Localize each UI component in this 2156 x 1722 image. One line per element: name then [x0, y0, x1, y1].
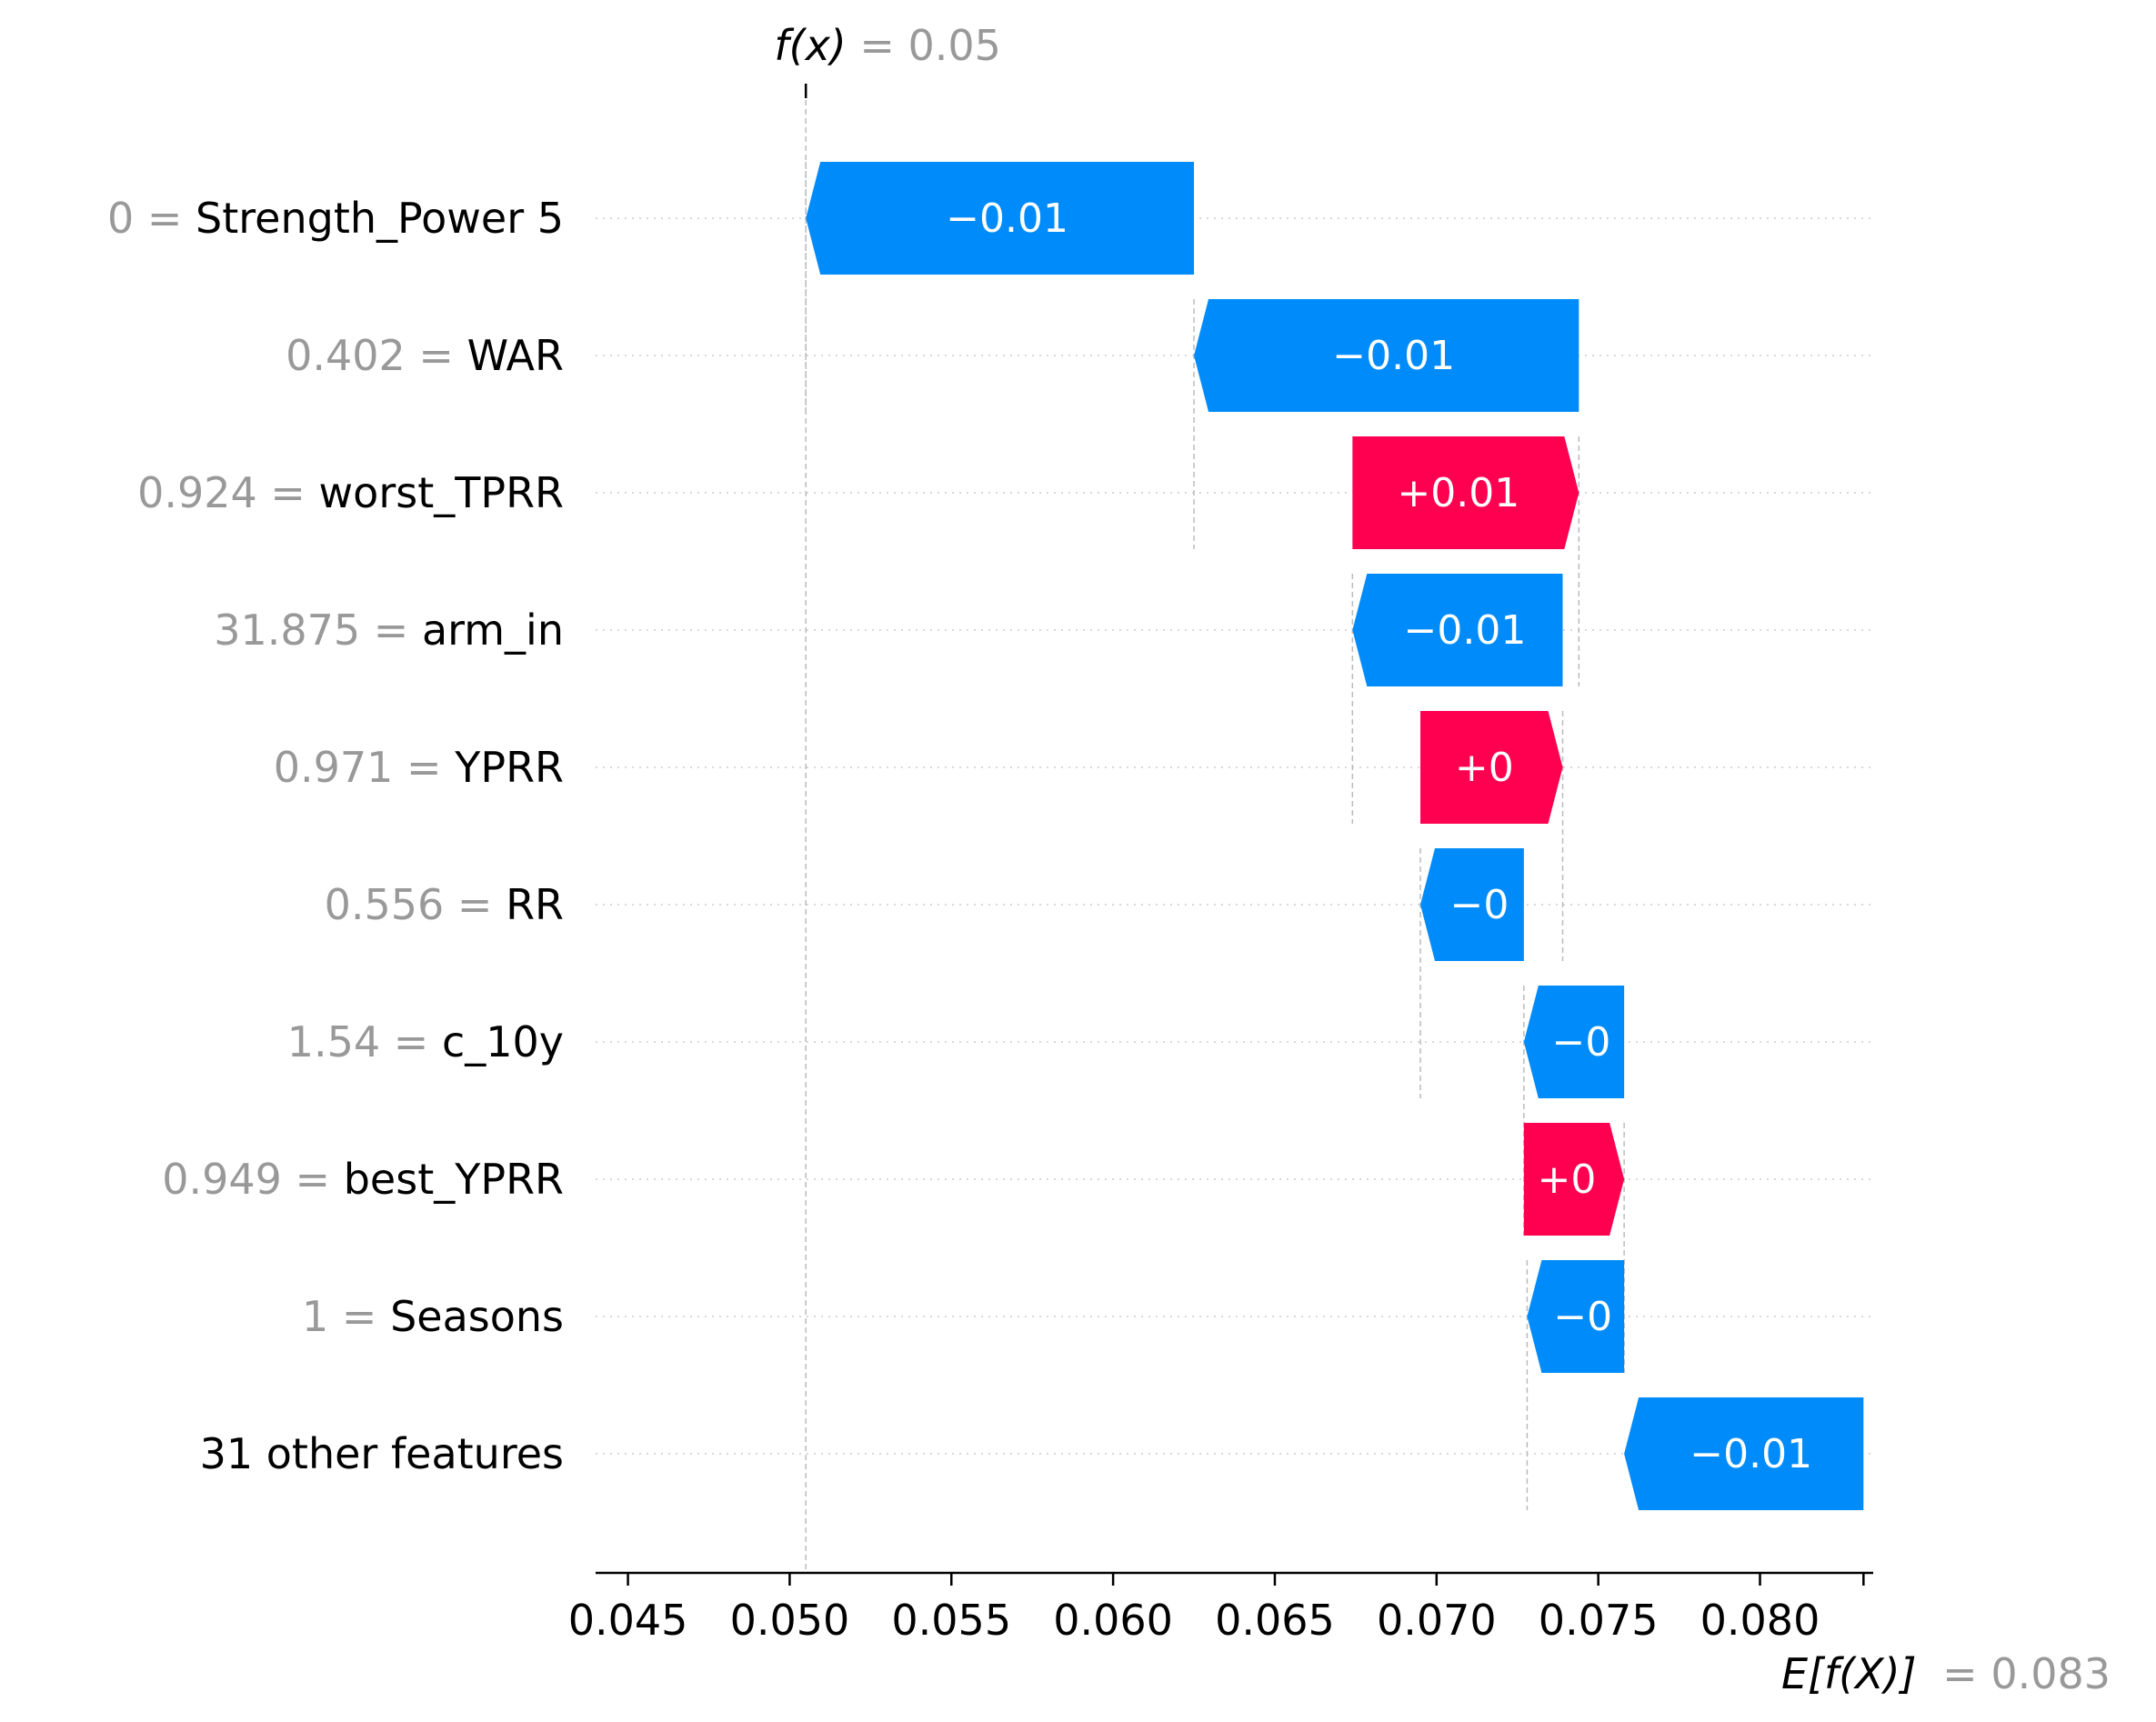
- feature-name: Seasons: [390, 1292, 564, 1341]
- feature-name: 31 other features: [200, 1429, 564, 1478]
- negative-bar: [1523, 986, 1625, 1098]
- feature-label: 31.875 = arm_in: [214, 606, 564, 655]
- feature-label: 0.924 = worst_TPRR: [137, 468, 564, 517]
- feature-label: 0.556 = RR: [325, 880, 564, 929]
- bar-value-label: +0.01: [1397, 470, 1519, 516]
- positive-bar: [1420, 711, 1563, 824]
- bar-value-label: −0.01: [1332, 333, 1455, 379]
- efx-value: = 0.083: [1942, 1649, 2111, 1698]
- x-tick-label: 0.070: [1377, 1596, 1497, 1645]
- feature-label: 0.971 = YPRR: [274, 743, 564, 792]
- negative-bar: [806, 162, 1195, 275]
- feature-label: 1 = Seasons: [302, 1292, 564, 1341]
- feature-value: 1.54 =: [287, 1017, 442, 1066]
- feature-name: arm_in: [422, 606, 564, 655]
- x-tick-label: 0.060: [1053, 1596, 1173, 1645]
- negative-bar: [1352, 574, 1563, 686]
- efx-label: E[f(X)]: [1781, 1649, 1917, 1698]
- feature-value: 0.924 =: [137, 468, 318, 517]
- bars: −0.01 −0.01 +0.01 −0.01 +0 −0 −0 +0 −0 −0.01: [806, 162, 1864, 1510]
- fx-annotation: f(x) = 0.05: [774, 21, 1001, 70]
- negative-bar: [1527, 1260, 1625, 1373]
- feature-label: 0 = Strength_Power 5: [107, 194, 564, 243]
- x-axis: 0.045 0.050 0.055 0.060 0.065 0.070 0.075 0.080: [568, 1571, 1873, 1645]
- feature-name: worst_TPRR: [319, 468, 564, 517]
- bar-value-label: −0.01: [1404, 607, 1527, 654]
- bar-value-label: +0: [1538, 1156, 1597, 1203]
- feature-name: YPRR: [454, 743, 564, 792]
- feature-value: 0 =: [107, 194, 196, 243]
- bar-value-label: −0.01: [1690, 1431, 1812, 1477]
- bar-value-label: +0: [1455, 745, 1514, 791]
- x-tick-label: 0.045: [568, 1596, 688, 1645]
- fx-value: = 0.05: [859, 21, 1001, 70]
- bar-value-label: −0: [1449, 882, 1509, 928]
- feature-value: 0.971 =: [274, 743, 455, 792]
- feature-name: c_10y: [442, 1017, 564, 1066]
- bar-connectors: [805, 100, 1625, 1573]
- annotations: f(x) = 0.05 E[f(X)] = 0.083: [774, 21, 2111, 1698]
- efx-annotation: E[f(X)] = 0.083: [1781, 1649, 2111, 1698]
- bar-value-label: −0: [1552, 1019, 1611, 1066]
- x-tick-label: 0.080: [1700, 1596, 1820, 1645]
- negative-bar: [1420, 848, 1524, 961]
- bar-value-label: −0: [1553, 1294, 1612, 1340]
- feature-value: 0.949 =: [162, 1155, 343, 1204]
- x-tick-label: 0.055: [891, 1596, 1011, 1645]
- feature-value: 1 =: [302, 1292, 390, 1341]
- negative-bar: [1624, 1397, 1864, 1510]
- bar-value-label: −0.01: [946, 195, 1068, 242]
- feature-name: best_YPRR: [344, 1155, 564, 1204]
- x-tick-label: 0.075: [1539, 1596, 1659, 1645]
- feature-value: 31.875 =: [214, 606, 422, 655]
- feature-name: RR: [506, 880, 564, 929]
- feature-value: 0.402 =: [286, 331, 466, 380]
- feature-name: WAR: [467, 331, 564, 380]
- feature-label: 31 other features: [200, 1429, 564, 1478]
- positive-bar: [1523, 1123, 1625, 1236]
- feature-labels: 0 = Strength_Power 5 0.402 = WAR 0.924 = w…: [107, 194, 564, 1478]
- positive-bar: [1352, 436, 1579, 549]
- x-tick-label: 0.050: [730, 1596, 850, 1645]
- feature-label: 0.949 = best_YPRR: [162, 1155, 564, 1204]
- fx-label: f(x): [774, 21, 846, 70]
- negative-bar: [1194, 299, 1579, 412]
- feature-label: 1.54 = c_10y: [287, 1017, 564, 1066]
- feature-value: 0.556 =: [325, 880, 506, 929]
- feature-name: Strength_Power 5: [196, 194, 564, 243]
- feature-label: 0.402 = WAR: [286, 331, 564, 380]
- x-tick-label: 0.065: [1215, 1596, 1335, 1645]
